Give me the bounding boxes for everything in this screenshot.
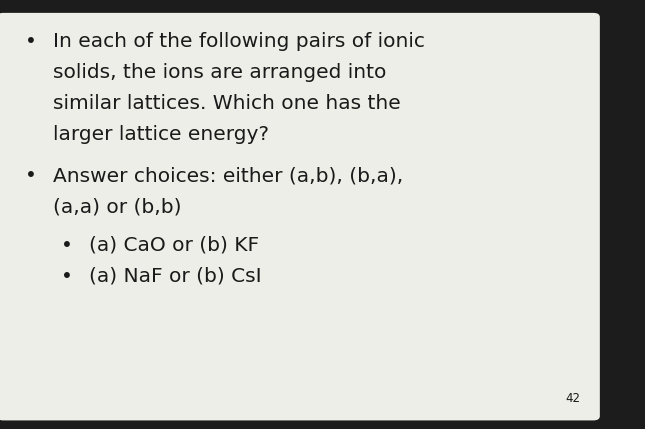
Text: •: •: [25, 32, 36, 51]
Text: In each of the following pairs of ionic: In each of the following pairs of ionic: [53, 32, 425, 51]
Text: (a) NaF or (b) CsI: (a) NaF or (b) CsI: [89, 267, 262, 286]
Text: similar lattices. Which one has the: similar lattices. Which one has the: [53, 94, 401, 113]
Text: 42: 42: [566, 393, 580, 405]
Text: •: •: [25, 166, 36, 185]
Text: (a) CaO or (b) KF: (a) CaO or (b) KF: [89, 236, 259, 255]
Text: (a,a) or (b,b): (a,a) or (b,b): [53, 197, 181, 216]
Text: •: •: [61, 236, 73, 255]
Text: •: •: [61, 267, 73, 286]
FancyBboxPatch shape: [0, 13, 600, 420]
Text: Answer choices: either (a,b), (b,a),: Answer choices: either (a,b), (b,a),: [53, 166, 403, 185]
Text: solids, the ions are arranged into: solids, the ions are arranged into: [53, 63, 386, 82]
Text: larger lattice energy?: larger lattice energy?: [53, 125, 269, 144]
